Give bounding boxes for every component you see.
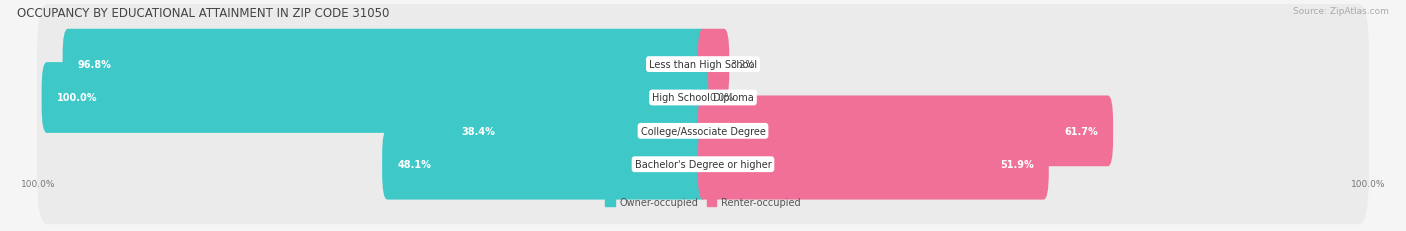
Text: 48.1%: 48.1% [398, 160, 432, 170]
FancyBboxPatch shape [37, 5, 1369, 125]
Text: Less than High School: Less than High School [650, 60, 756, 70]
Text: 38.4%: 38.4% [461, 126, 495, 136]
FancyBboxPatch shape [37, 105, 1369, 224]
Text: 100.0%: 100.0% [21, 179, 55, 188]
Text: High School Diploma: High School Diploma [652, 93, 754, 103]
FancyBboxPatch shape [382, 129, 709, 200]
Text: 61.7%: 61.7% [1064, 126, 1098, 136]
FancyBboxPatch shape [37, 38, 1369, 158]
Text: 0.0%: 0.0% [710, 93, 734, 103]
Text: 96.8%: 96.8% [77, 60, 111, 70]
Text: 51.9%: 51.9% [1000, 160, 1033, 170]
FancyBboxPatch shape [697, 30, 730, 100]
FancyBboxPatch shape [63, 30, 709, 100]
Text: Source: ZipAtlas.com: Source: ZipAtlas.com [1294, 7, 1389, 16]
FancyBboxPatch shape [37, 71, 1369, 191]
Text: OCCUPANCY BY EDUCATIONAL ATTAINMENT IN ZIP CODE 31050: OCCUPANCY BY EDUCATIONAL ATTAINMENT IN Z… [17, 7, 389, 20]
Legend: Owner-occupied, Renter-occupied: Owner-occupied, Renter-occupied [602, 194, 804, 211]
FancyBboxPatch shape [697, 129, 1049, 200]
Text: 100.0%: 100.0% [56, 93, 97, 103]
Text: College/Associate Degree: College/Associate Degree [641, 126, 765, 136]
FancyBboxPatch shape [446, 96, 709, 167]
Text: Bachelor's Degree or higher: Bachelor's Degree or higher [634, 160, 772, 170]
Text: 3.2%: 3.2% [731, 60, 755, 70]
FancyBboxPatch shape [697, 96, 1114, 167]
FancyBboxPatch shape [42, 63, 709, 133]
Text: 100.0%: 100.0% [1351, 179, 1385, 188]
